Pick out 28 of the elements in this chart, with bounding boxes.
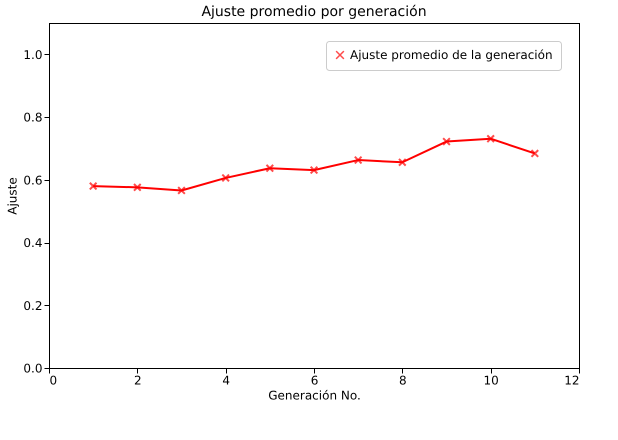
point: [530, 149, 540, 158]
point: [310, 166, 318, 174]
y-tick-label: 0.8: [23, 110, 42, 125]
x-tick-label: 4: [222, 374, 230, 388]
point: [132, 182, 142, 192]
x-tick-label: 8: [399, 374, 407, 388]
x-tick-label: 10: [484, 374, 499, 388]
x-tick-label: 2: [134, 374, 142, 388]
x-tick-label: 12: [564, 374, 580, 388]
legend-label: Ajuste promedio de la generación: [350, 48, 553, 62]
point: [354, 156, 363, 164]
point: [265, 164, 274, 173]
y-tick-label: 0.6: [23, 173, 42, 188]
point: [486, 134, 496, 144]
x-tick-label: 0: [50, 374, 58, 388]
y-tick-label: 0.2: [23, 298, 42, 313]
y-tick-label: 0.4: [23, 236, 42, 250]
point: [177, 186, 186, 195]
y-tick-label: 1.0: [23, 48, 42, 62]
y-axis-title: Ajuste: [5, 177, 20, 215]
point: [442, 137, 451, 146]
point: [88, 182, 98, 190]
point: [221, 174, 230, 182]
y-tick-label: 0.0: [23, 362, 42, 376]
point: [398, 158, 407, 167]
x-tick-label: 6: [310, 374, 318, 388]
x-axis-title: Generación No.: [268, 388, 361, 402]
chart-title: Ajuste promedio por generación: [201, 4, 427, 20]
